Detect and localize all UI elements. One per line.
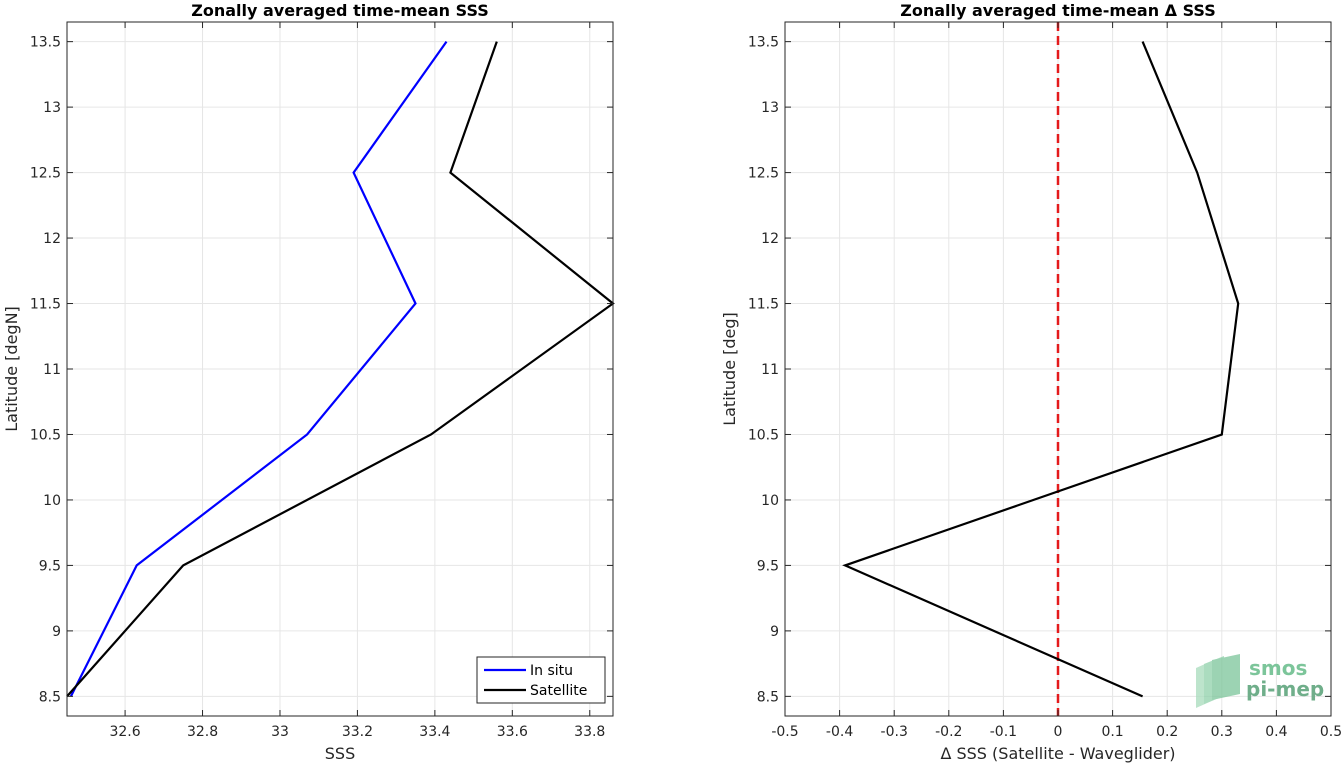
legend-label-in-situ: In situ xyxy=(530,663,573,679)
series-line-satellite xyxy=(66,41,615,698)
x-tick-label: 33.6 xyxy=(497,724,528,740)
x-tick-label: -0.5 xyxy=(771,724,798,740)
x-tick-label: -0.4 xyxy=(826,724,853,740)
y-tick-label: 12.5 xyxy=(748,166,779,182)
x-tick-label: 33.2 xyxy=(342,724,373,740)
y-tick-label: 12.5 xyxy=(30,166,61,182)
chart-title: Zonally averaged time-mean SSS xyxy=(191,1,489,20)
y-tick-label: 10 xyxy=(761,493,779,509)
x-ticks: -0.5 -0.4 -0.3 -0.2 -0.1 0 0.1 0.2 0.3 0.4 0.5 xyxy=(771,22,1342,740)
series-line-0 xyxy=(842,41,1240,698)
x-tick-label: 33.8 xyxy=(574,724,605,740)
sss-panel: 32.6 32.8 33 33.2 33.4 33.6 33.8 8.5 9 9.5 10 10.5… xyxy=(2,1,615,763)
y-tick-label: 11 xyxy=(761,362,779,378)
y-tick-label: 13.5 xyxy=(30,35,61,51)
x-tick-label: 0 xyxy=(1054,724,1063,740)
y-tick-label: 10.5 xyxy=(748,427,779,443)
x-axis-label: SSS xyxy=(325,744,355,763)
x-tick-label: 32.6 xyxy=(109,724,140,740)
x-tick-label: 0.3 xyxy=(1211,724,1233,740)
series-line-in-situ xyxy=(69,40,448,697)
logo-line-1: smos xyxy=(1249,656,1307,680)
y-tick-label: 9 xyxy=(770,624,779,640)
y-tick-label: 13 xyxy=(43,100,61,116)
y-tick-label: 9.5 xyxy=(39,558,61,574)
legend: In situ Satellite xyxy=(476,656,606,704)
x-ticks: 32.6 32.8 33 33.2 33.4 33.6 33.8 xyxy=(109,22,605,740)
logo-line-2: pi-mep xyxy=(1246,677,1324,701)
smos-pi-mep-logo: smos pi-mep xyxy=(1196,654,1324,708)
chart-title: Zonally averaged time-mean Δ SSS xyxy=(900,1,1216,20)
y-ticks: 8.5 9 9.5 10 10.5 11 11.5 12 12.5 13 13.5 xyxy=(748,35,1331,705)
y-tick-label: 12 xyxy=(43,231,61,247)
y-tick-label: 12 xyxy=(761,231,779,247)
y-axis-label: Latitude [deg] xyxy=(720,312,739,426)
x-tick-label: -0.2 xyxy=(935,724,962,740)
y-tick-label: 11.5 xyxy=(30,297,61,313)
y-tick-label: 11.5 xyxy=(748,297,779,313)
y-tick-label: 13 xyxy=(761,100,779,116)
y-tick-label: 9 xyxy=(52,624,61,640)
y-tick-label: 10 xyxy=(43,493,61,509)
series-lines xyxy=(66,40,615,698)
y-tick-label: 11 xyxy=(43,362,61,378)
x-tick-label: 33.4 xyxy=(419,724,450,740)
y-tick-label: 8.5 xyxy=(39,689,61,705)
x-tick-label: -0.3 xyxy=(881,724,908,740)
series-lines xyxy=(842,41,1240,698)
x-tick-label: 0.5 xyxy=(1320,724,1342,740)
y-tick-label: 10.5 xyxy=(30,427,61,443)
x-tick-label: 0.2 xyxy=(1156,724,1178,740)
x-tick-label: 0.1 xyxy=(1101,724,1123,740)
x-tick-label: 33 xyxy=(271,724,289,740)
y-axis-label: Latitude [degN] xyxy=(2,306,21,432)
y-ticks: 8.5 9 9.5 10 10.5 11 11.5 12 12.5 13 13.5 xyxy=(30,35,613,705)
x-axis-label: Δ SSS (Satellite - Waveglider) xyxy=(940,744,1175,763)
x-tick-label: -0.1 xyxy=(990,724,1017,740)
y-tick-label: 9.5 xyxy=(757,558,779,574)
x-tick-label: 32.8 xyxy=(187,724,218,740)
logo-waves-icon xyxy=(1196,654,1240,708)
delta-sss-panel: -0.5 -0.4 -0.3 -0.2 -0.1 0 0.1 0.2 0.3 0.4 0.5 8.5… xyxy=(720,1,1342,763)
legend-label-satellite: Satellite xyxy=(530,683,587,699)
legend-box xyxy=(476,656,606,704)
y-tick-label: 13.5 xyxy=(748,35,779,51)
y-tick-label: 8.5 xyxy=(757,689,779,705)
x-tick-label: 0.4 xyxy=(1265,724,1287,740)
